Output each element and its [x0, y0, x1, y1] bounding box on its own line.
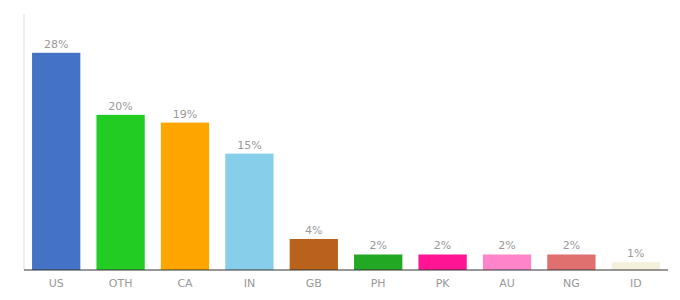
chart-container: US OTH CA IN GB PH PK AU NG ID 28% 20% 19% 15% 4% 2% 2% 2… — [0, 0, 680, 300]
data-label: 2% — [434, 239, 451, 252]
x-tick-label: GB — [306, 277, 322, 290]
x-tick-label: NG — [563, 277, 580, 290]
x-axis-line — [24, 270, 668, 271]
y-axis-line — [24, 14, 25, 270]
data-label: 1% — [627, 247, 644, 260]
data-label: 20% — [108, 100, 132, 113]
data-label: 2% — [369, 239, 386, 252]
bar — [418, 254, 466, 270]
bar — [225, 154, 273, 270]
bar — [96, 115, 144, 270]
bar — [483, 254, 531, 270]
x-tick-label: CA — [177, 277, 193, 290]
bar — [161, 123, 209, 270]
bar — [32, 53, 80, 270]
x-tick-label: US — [49, 277, 64, 290]
data-label: 19% — [173, 108, 197, 121]
x-tick-label: PK — [436, 277, 451, 290]
data-label: 4% — [305, 224, 322, 237]
bar — [547, 254, 595, 270]
data-label: 2% — [498, 239, 515, 252]
data-label: 15% — [237, 139, 261, 152]
x-tick-label: PH — [371, 277, 386, 290]
data-label: 2% — [563, 239, 580, 252]
data-label: 28% — [44, 38, 68, 51]
bar — [354, 254, 402, 270]
bar — [290, 239, 338, 270]
bars — [32, 53, 660, 270]
x-tick-label: IN — [244, 277, 255, 290]
chart: US OTH CA IN GB PH PK AU NG ID 28% 20% 19% 15% 4% 2% 2% 2… — [0, 0, 680, 300]
bar — [612, 262, 660, 270]
x-tick-label: OTH — [109, 277, 133, 290]
x-tick-label: ID — [630, 277, 642, 290]
x-tick-label: AU — [499, 277, 515, 290]
